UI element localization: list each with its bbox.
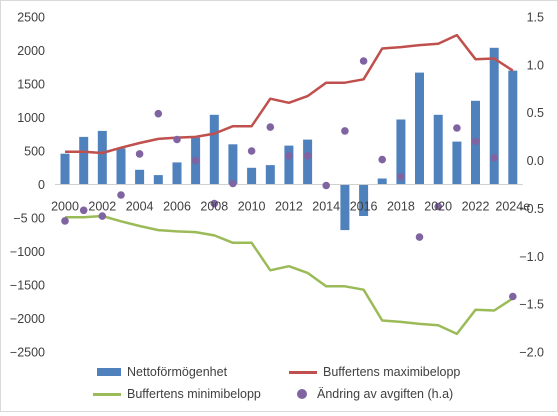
bar-2010 [247,167,257,185]
y-left-tick-label: −2000 [10,312,45,326]
y-left-tick-label: −1000 [10,245,45,259]
bar-2008 [209,114,219,185]
y-left-tick-label: 1500 [17,78,45,92]
y-left-tick-label: 0 [38,178,45,192]
marker-2021 [453,124,461,132]
bar-2015 [340,184,350,231]
bar-2019 [415,72,424,185]
x-tick-label: 2006 [163,200,191,214]
marker-2007 [191,156,200,165]
marker-2008 [210,199,219,208]
marker-2003 [117,191,125,199]
y-left-tick-label: −1500 [10,279,45,293]
marker-2004 [135,150,144,158]
bar-2003 [116,148,126,185]
marker-2018 [397,173,405,181]
bar-2001 [79,136,89,185]
bar-2004 [135,169,145,185]
legend-item-andring-av-avgiften: Ändring av avgiften (h.a) [289,387,453,401]
bar-2013 [303,139,313,185]
bar-2021 [452,141,462,185]
series-line-maximibelopp [65,33,514,155]
y-right-tick-label: −0.5 [519,202,544,216]
y-left-tick-label: 2000 [17,44,45,58]
bar-2002 [97,130,107,185]
y-right-tick-label: 0.5 [527,106,544,120]
y-right-tick-label: −1.0 [519,250,544,264]
x-tick-label: 2008 [200,200,228,214]
series-line-minimibelopp [65,214,514,336]
legend-label: Buffertens maximibelopp [323,365,461,379]
bar-2005 [153,175,163,185]
bar-2009 [228,144,238,185]
bar-2018 [396,119,406,185]
legend-swatch-marker [297,389,307,399]
bar-2017 [377,178,387,185]
legend-swatch-bar [97,368,121,376]
x-tick-label: 2022 [462,200,490,214]
marker-2022 [471,137,480,146]
marker-2002 [98,212,107,220]
marker-2015 [341,127,349,135]
bar-2023 [489,47,499,185]
legend-label: Nettoförmögenhet [127,365,228,379]
marker-2019 [415,233,424,241]
marker-2017 [378,155,387,164]
legend-item-buffertens-maximibelopp: Buffertens maximibelopp [289,365,460,379]
legend-label: Buffertens minimibelopp [127,387,261,401]
x-tick-label: 2014 [312,200,340,214]
marker-2006 [173,135,181,144]
marker-2020 [434,202,443,211]
bar-2006 [172,162,182,185]
y-left-tick-label: −2500 [10,346,45,360]
y-right-tick-label: −1.5 [519,298,544,312]
y-left-tick-label: 1000 [17,111,45,125]
marker-2000 [61,217,69,225]
bar-2012 [284,145,294,185]
x-tick-label: 2000 [51,200,79,214]
x-tick-label: 2024e [495,200,530,214]
x-tick-label: 2016 [350,200,378,214]
y-right-tick-label: −2.0 [519,346,544,360]
bar-2011 [265,165,275,185]
marker-2023 [490,153,499,162]
bar-2024e [508,70,518,185]
y-left-tick-label: 2500 [17,11,45,25]
marker-2001 [79,206,88,215]
legend-label: Ändring av avgiften (h.a) [317,387,454,401]
marker-2005 [154,109,163,118]
y-left-tick-label: −5 00 [13,212,45,226]
marker-2009 [229,179,237,188]
bar-2020 [433,114,443,185]
x-tick-label: 2004 [126,200,154,214]
bar-2000 [60,153,70,185]
x-tick-label: 2010 [238,200,266,214]
marker-2014 [322,181,331,190]
y-right-tick-label: 1.0 [527,58,544,72]
marker-2013 [303,152,312,160]
legend-swatch-line [289,370,317,374]
marker-2010 [247,147,256,155]
x-tick-label: 2002 [88,200,116,214]
marker-2011 [266,123,275,131]
marker-2012 [285,152,293,160]
bar-2016 [359,184,369,216]
marker-2016 [359,57,368,65]
y-right-tick-label: 0.0 [527,154,544,168]
x-tick-label: 2018 [387,200,415,214]
marker-2024e [509,292,517,301]
y-right-tick-label: 1.5 [527,11,544,25]
legend-item-nettoformogenhet: Nettoförmögenhet [97,365,227,379]
legend-item-buffertens-minimibelopp: Buffertens minimibelopp [93,387,261,401]
x-tick-label: 2012 [275,200,303,214]
y-left-tick-label: 500 [24,145,45,159]
legend-swatch-line [93,392,121,396]
x-tick-label: 2020 [424,200,452,214]
